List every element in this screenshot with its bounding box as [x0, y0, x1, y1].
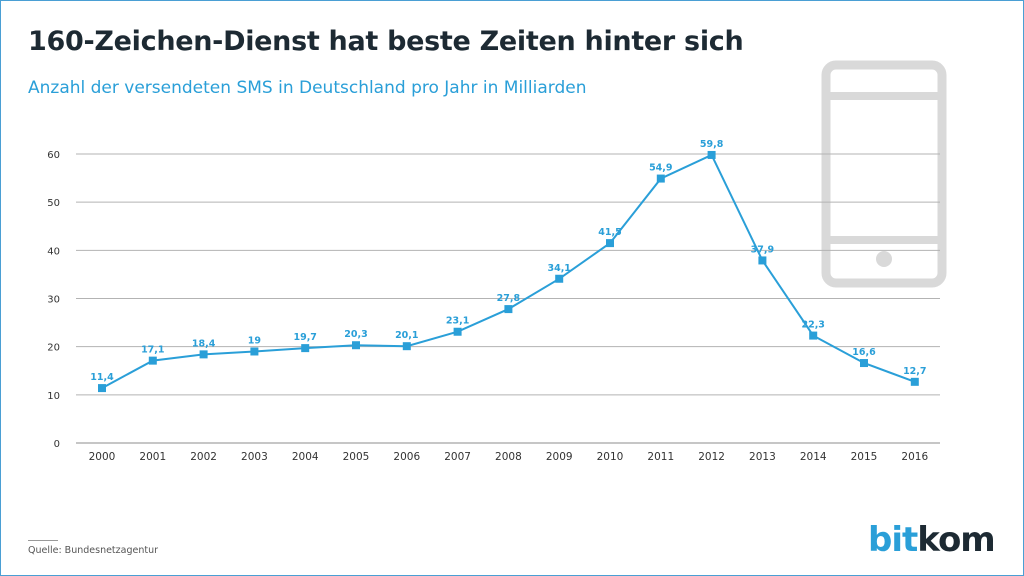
x-axis-ticks: 2000 2001 2002 2003 2004 2005 2006 2007 2008 2009…: [89, 451, 929, 463]
x-tick-label: 2000: [89, 451, 116, 463]
data-point: [910, 377, 919, 386]
x-tick-label: 2016: [901, 451, 928, 463]
x-tick-label: 2009: [546, 451, 573, 463]
x-tick-label: 2012: [698, 451, 725, 463]
logo-kom: kom: [917, 520, 995, 560]
x-tick-label: 2011: [647, 451, 674, 463]
data-point: [555, 274, 564, 283]
data-point: [656, 174, 665, 183]
x-tick-label: 2001: [139, 451, 166, 463]
logo-bit: bit: [868, 520, 918, 560]
data-markers: [98, 150, 919, 393]
chart-title: 160-Zeichen-Dienst hat beste Zeiten hint…: [28, 26, 744, 57]
x-tick-label: 2013: [749, 451, 776, 463]
y-tick-label: 30: [47, 295, 60, 306]
data-point: [707, 150, 716, 159]
phone-home-button: [876, 251, 892, 267]
data-label: 37,9: [751, 244, 774, 255]
data-label: 16,6: [852, 347, 876, 358]
data-label: 22,3: [801, 320, 824, 331]
y-tick-label: 40: [47, 246, 60, 257]
data-label: 54,9: [649, 163, 672, 174]
data-point: [758, 256, 767, 265]
data-label: 20,3: [344, 329, 367, 340]
bitkom-logo: bitkom: [868, 520, 996, 560]
data-labels: 11,4 17,1 18,4 19 19,7 20,3 20,1 23,1 27,8 34,1 41…: [90, 139, 926, 383]
data-point: [402, 342, 411, 351]
y-tick-label: 50: [47, 198, 60, 209]
x-tick-label: 2002: [190, 451, 217, 463]
smartphone-icon: [821, 60, 947, 288]
data-point: [98, 384, 106, 393]
data-point: [301, 344, 310, 353]
data-point: [453, 327, 462, 336]
data-label: 34,1: [547, 263, 570, 274]
chart-subtitle: Anzahl der versendeten SMS in Deutschlan…: [28, 78, 587, 98]
y-tick-label: 0: [54, 439, 60, 450]
data-point: [860, 359, 868, 368]
x-tick-label: 2014: [800, 451, 827, 463]
data-point: [250, 347, 259, 356]
y-tick-label: 60: [47, 150, 60, 161]
data-point: [148, 356, 157, 365]
source-divider: [28, 540, 58, 541]
y-tick-label: 20: [47, 343, 60, 354]
data-label: 59,8: [700, 139, 724, 150]
data-label: 19,7: [293, 332, 316, 343]
x-tick-label: 2005: [343, 451, 370, 463]
series-line: [101, 153, 916, 389]
phone-body: [821, 60, 947, 288]
x-tick-label: 2008: [495, 451, 522, 463]
data-label: 11,4: [90, 372, 114, 383]
data-label: 19: [248, 335, 261, 346]
x-tick-label: 2007: [444, 451, 471, 463]
data-point: [606, 239, 614, 248]
data-point: [199, 350, 208, 359]
data-point: [504, 305, 513, 314]
x-tick-label: 2004: [292, 451, 319, 463]
y-axis-ticks: 0 10 20 30 40 50 60: [47, 150, 60, 450]
data-label: 17,1: [141, 345, 164, 356]
data-label: 20,1: [395, 330, 418, 341]
data-label: 12,7: [903, 366, 926, 377]
data-label: 41,5: [598, 227, 621, 238]
data-label: 27,8: [497, 293, 521, 304]
data-point: [352, 341, 360, 350]
grid-lines: [76, 153, 940, 444]
x-tick-label: 2006: [393, 451, 420, 463]
source-note: Quelle: Bundesnetzagentur: [28, 545, 159, 556]
data-label: 18,4: [192, 338, 216, 349]
x-tick-label: 2015: [851, 451, 878, 463]
x-tick-label: 2010: [597, 451, 624, 463]
data-point: [809, 331, 818, 340]
x-tick-label: 2003: [241, 451, 268, 463]
y-tick-label: 10: [47, 391, 60, 402]
data-label: 23,1: [446, 316, 469, 327]
